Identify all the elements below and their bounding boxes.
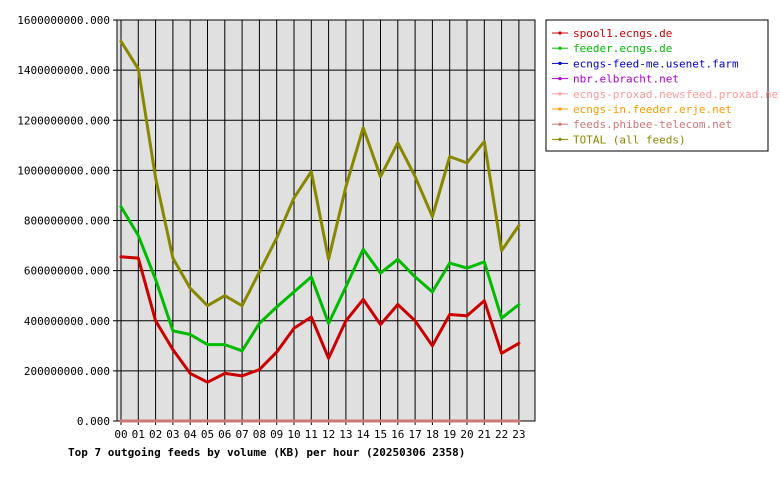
x-tick-label: 20 xyxy=(460,428,473,441)
legend: spool1.ecngs.de feeder.ecngs.de ecngs-feed… xyxy=(545,19,780,152)
x-tick-label: 14 xyxy=(357,428,371,441)
x-tick-label: 06 xyxy=(218,428,231,441)
chart-title: Top 7 outgoing feeds by volume (KB) per … xyxy=(68,446,465,459)
legend-marker xyxy=(558,137,562,141)
x-tick-label: 12 xyxy=(322,428,335,441)
x-tick-label: 13 xyxy=(339,428,352,441)
series-line-7 xyxy=(119,39,521,308)
x-tick-label: 00 xyxy=(114,428,127,441)
legend-box xyxy=(545,19,769,152)
x-tick-label: 19 xyxy=(443,428,456,441)
grid xyxy=(117,20,535,421)
x-tick-label: 02 xyxy=(149,428,162,441)
x-tick-label: 03 xyxy=(166,428,179,441)
legend-label: TOTAL (all feeds) xyxy=(573,133,686,146)
x-axis-ticks: 00 01 02 03 04 05 06 07 08 09 10 11 12 13 14 15 16 17 18 19… xyxy=(114,421,526,441)
y-tick-label: 200000000.000 xyxy=(24,365,110,378)
legend-marker xyxy=(558,31,562,35)
legend-label: nbr.elbracht.net xyxy=(573,73,679,86)
x-tick-label: 10 xyxy=(287,428,300,441)
legend-label: feeds.phibee-telecom.net xyxy=(573,118,732,131)
y-tick-label: 400000000.000 xyxy=(24,315,110,328)
x-tick-label: 11 xyxy=(305,428,318,441)
legend-marker xyxy=(558,92,562,96)
x-tick-label: 05 xyxy=(201,428,214,441)
legend-marker xyxy=(558,122,562,126)
y-tick-label: 0.000 xyxy=(77,415,110,428)
series-line-1 xyxy=(119,205,521,353)
y-tick-label: 1600000000.000 xyxy=(17,14,110,27)
y-tick-label: 1000000000.000 xyxy=(17,164,110,177)
legend-marker xyxy=(558,107,562,111)
x-tick-label: 23 xyxy=(512,428,525,441)
x-tick-label: 16 xyxy=(391,428,404,441)
x-tick-label: 17 xyxy=(408,428,421,441)
y-tick-label: 1400000000.000 xyxy=(17,64,110,77)
y-tick-label: 800000000.000 xyxy=(24,215,110,228)
legend-label: ecngs-in.feeder.erje.net xyxy=(573,103,732,116)
x-tick-label: 01 xyxy=(132,428,145,441)
series-line-0 xyxy=(119,255,521,384)
y-axis-ticks: 0.000 200000000.000 400000000.000 600000000… xyxy=(17,14,117,428)
x-tick-label: 22 xyxy=(495,428,508,441)
legend-marker xyxy=(558,46,562,50)
x-tick-label: 21 xyxy=(478,428,491,441)
y-tick-label: 600000000.000 xyxy=(24,265,110,278)
x-tick-label: 08 xyxy=(253,428,266,441)
x-tick-label: 15 xyxy=(374,428,387,441)
legend-label: spool1.ecngs.de xyxy=(573,27,672,40)
series-lines xyxy=(119,39,521,423)
legend-marker xyxy=(558,61,562,65)
y-tick-label: 1200000000.000 xyxy=(17,114,110,127)
legend-label: ecngs-proxad.newsfeed.proxad.net xyxy=(573,88,780,101)
x-tick-label: 09 xyxy=(270,428,283,441)
legend-marker xyxy=(558,77,562,81)
legend-label: feeder.ecngs.de xyxy=(573,42,672,55)
x-tick-label: 07 xyxy=(235,428,248,441)
x-tick-label: 04 xyxy=(184,428,198,441)
x-tick-label: 18 xyxy=(426,428,439,441)
legend-label: ecngs-feed-me.usenet.farm xyxy=(573,57,739,70)
